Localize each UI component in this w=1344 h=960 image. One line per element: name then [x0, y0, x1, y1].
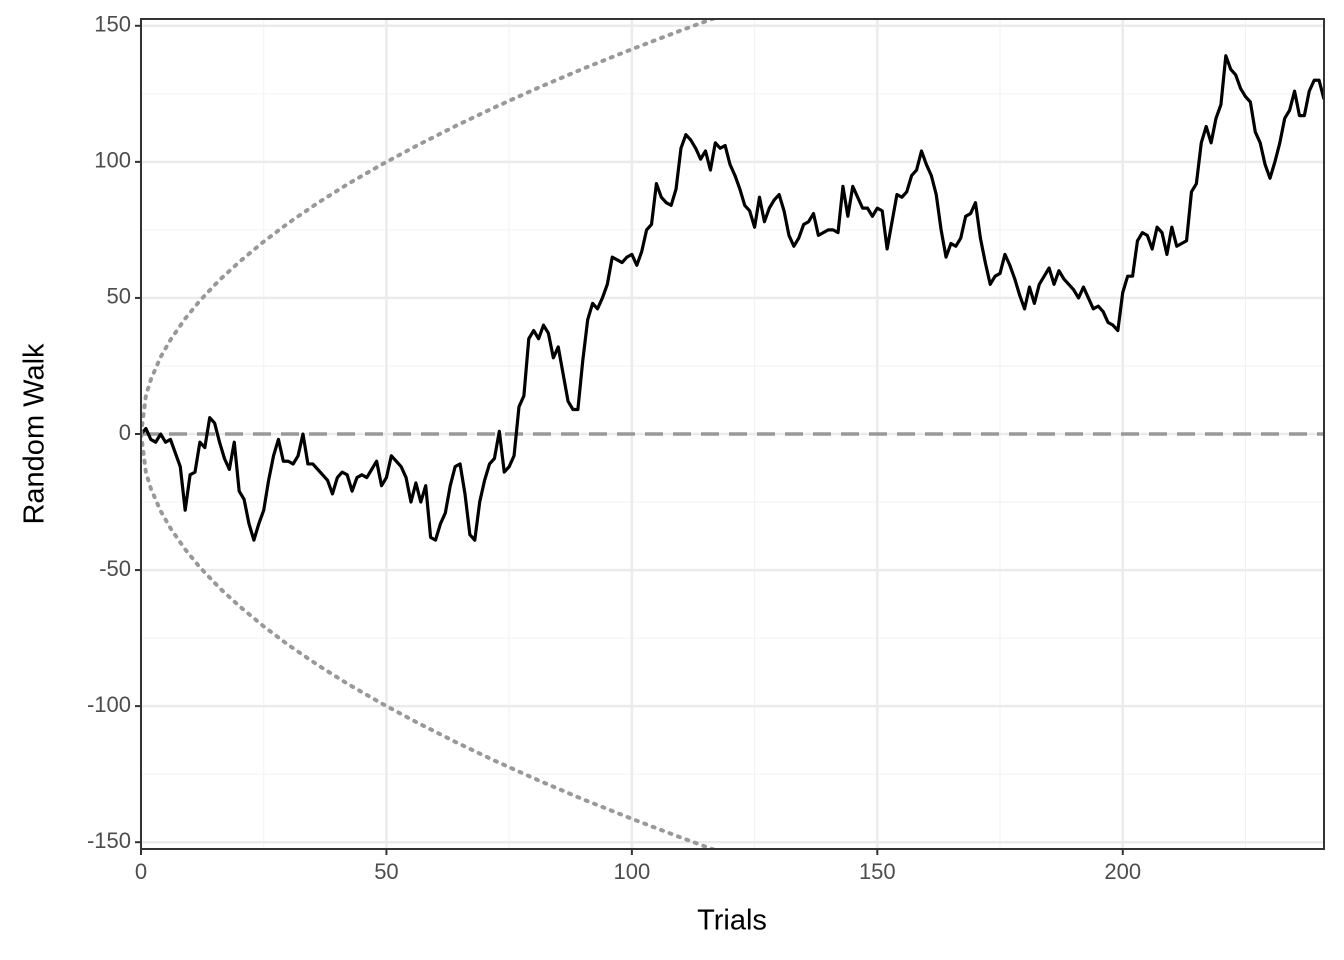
bound-curve [141, 19, 718, 436]
panel-border [140, 18, 1325, 850]
y-tick-label: -150 [87, 828, 131, 853]
y-tick-label: 150 [94, 12, 131, 37]
x-tick-label: 100 [614, 859, 651, 884]
plot-area [141, 19, 1324, 849]
x-tick-label: 50 [374, 859, 398, 884]
x-tick-label: 150 [859, 859, 896, 884]
y-axis-title: Random Walk [19, 343, 51, 525]
bound-curve [141, 432, 718, 849]
y-tick-label: -100 [87, 692, 131, 717]
y-tick-label: 0 [119, 420, 131, 445]
y-tick-label: 50 [107, 284, 131, 309]
x-tick-label: 200 [1104, 859, 1141, 884]
x-tick-label: 0 [135, 859, 147, 884]
y-tick-label: -50 [99, 556, 131, 581]
walk-line [141, 54, 1324, 542]
y-tick-label: 100 [94, 148, 131, 173]
x-axis-title: Trials [697, 905, 767, 937]
